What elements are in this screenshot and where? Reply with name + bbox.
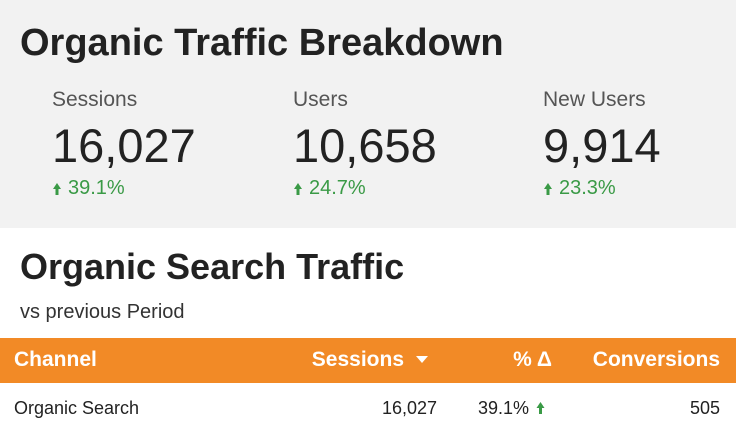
up-arrow (53, 182, 61, 195)
kpi-change: 24.7% (293, 177, 366, 200)
column-header[interactable]: Sessions (311, 348, 404, 371)
table-header (0, 338, 736, 383)
kpi-label: New Users (543, 88, 646, 111)
kpi-change-text: 39.1% (68, 177, 125, 199)
table-subtitle: vs previous Period (20, 301, 185, 323)
kpi-value: 16,027 (52, 119, 196, 172)
up-arrow (536, 402, 545, 414)
table-cell: Organic Search (14, 398, 140, 418)
column-header[interactable]: Conversions (592, 348, 720, 371)
sort-indicator[interactable] (416, 356, 428, 364)
summary-panel (0, 0, 736, 228)
kpi-label: Users (293, 88, 348, 111)
up-arrow (544, 182, 552, 195)
table-title: Organic Search Traffic (20, 246, 405, 287)
column-header[interactable]: % Δ (513, 348, 552, 371)
kpi-label: Sessions (52, 88, 138, 111)
kpi-change-text: 24.7% (309, 177, 366, 199)
kpi-change: 39.1% (52, 177, 125, 200)
kpi-value: 10,658 (293, 119, 437, 172)
kpi-change-text: 23.3% (559, 177, 616, 199)
column-header[interactable]: Channel (14, 348, 97, 371)
up-arrow (294, 182, 302, 195)
kpi-value: 9,914 (543, 119, 661, 172)
table-cell: 505 (689, 398, 720, 418)
table-cell: 39.1% (477, 398, 529, 418)
page-title: Organic Traffic Breakdown (20, 22, 504, 64)
table-cell: 16,027 (381, 398, 437, 418)
kpi-change: 23.3% (543, 177, 616, 200)
